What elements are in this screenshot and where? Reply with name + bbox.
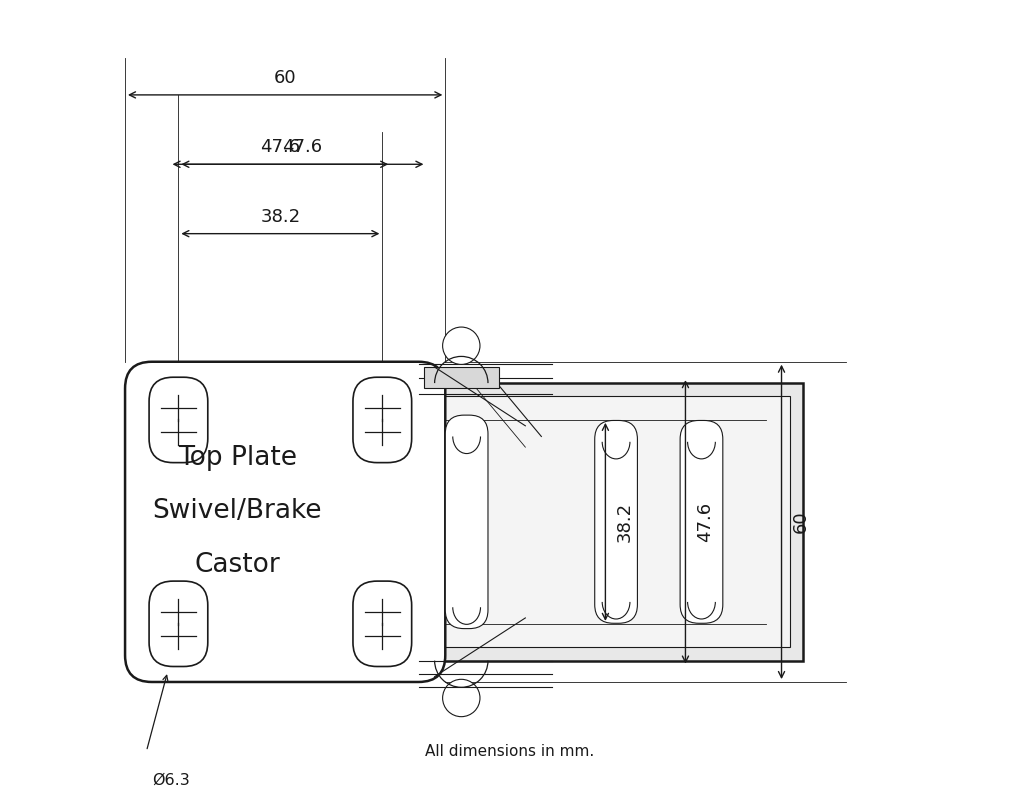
Circle shape <box>442 680 480 717</box>
Text: Swivel/Brake: Swivel/Brake <box>153 498 322 524</box>
Text: Top Plate: Top Plate <box>177 445 297 471</box>
FancyBboxPatch shape <box>353 377 412 462</box>
FancyBboxPatch shape <box>445 415 488 629</box>
Bar <box>402 383 803 661</box>
Text: 60: 60 <box>273 69 297 87</box>
FancyBboxPatch shape <box>150 581 208 666</box>
Text: Ø6.3: Ø6.3 <box>152 772 189 787</box>
Text: 38.2: 38.2 <box>260 208 300 226</box>
FancyBboxPatch shape <box>150 377 208 462</box>
Text: All dimensions in mm.: All dimensions in mm. <box>425 744 594 759</box>
FancyBboxPatch shape <box>353 581 412 666</box>
Text: Castor: Castor <box>195 552 280 577</box>
Text: 47.6: 47.6 <box>696 502 714 542</box>
FancyBboxPatch shape <box>595 420 637 623</box>
Circle shape <box>442 327 480 365</box>
Text: 47.6: 47.6 <box>260 138 300 156</box>
Text: 47.6: 47.6 <box>283 138 323 156</box>
Text: 38.2: 38.2 <box>616 502 634 542</box>
FancyBboxPatch shape <box>125 362 445 682</box>
Bar <box>424 367 499 389</box>
Text: 60: 60 <box>793 511 810 533</box>
Bar <box>416 396 790 647</box>
FancyBboxPatch shape <box>680 420 723 623</box>
